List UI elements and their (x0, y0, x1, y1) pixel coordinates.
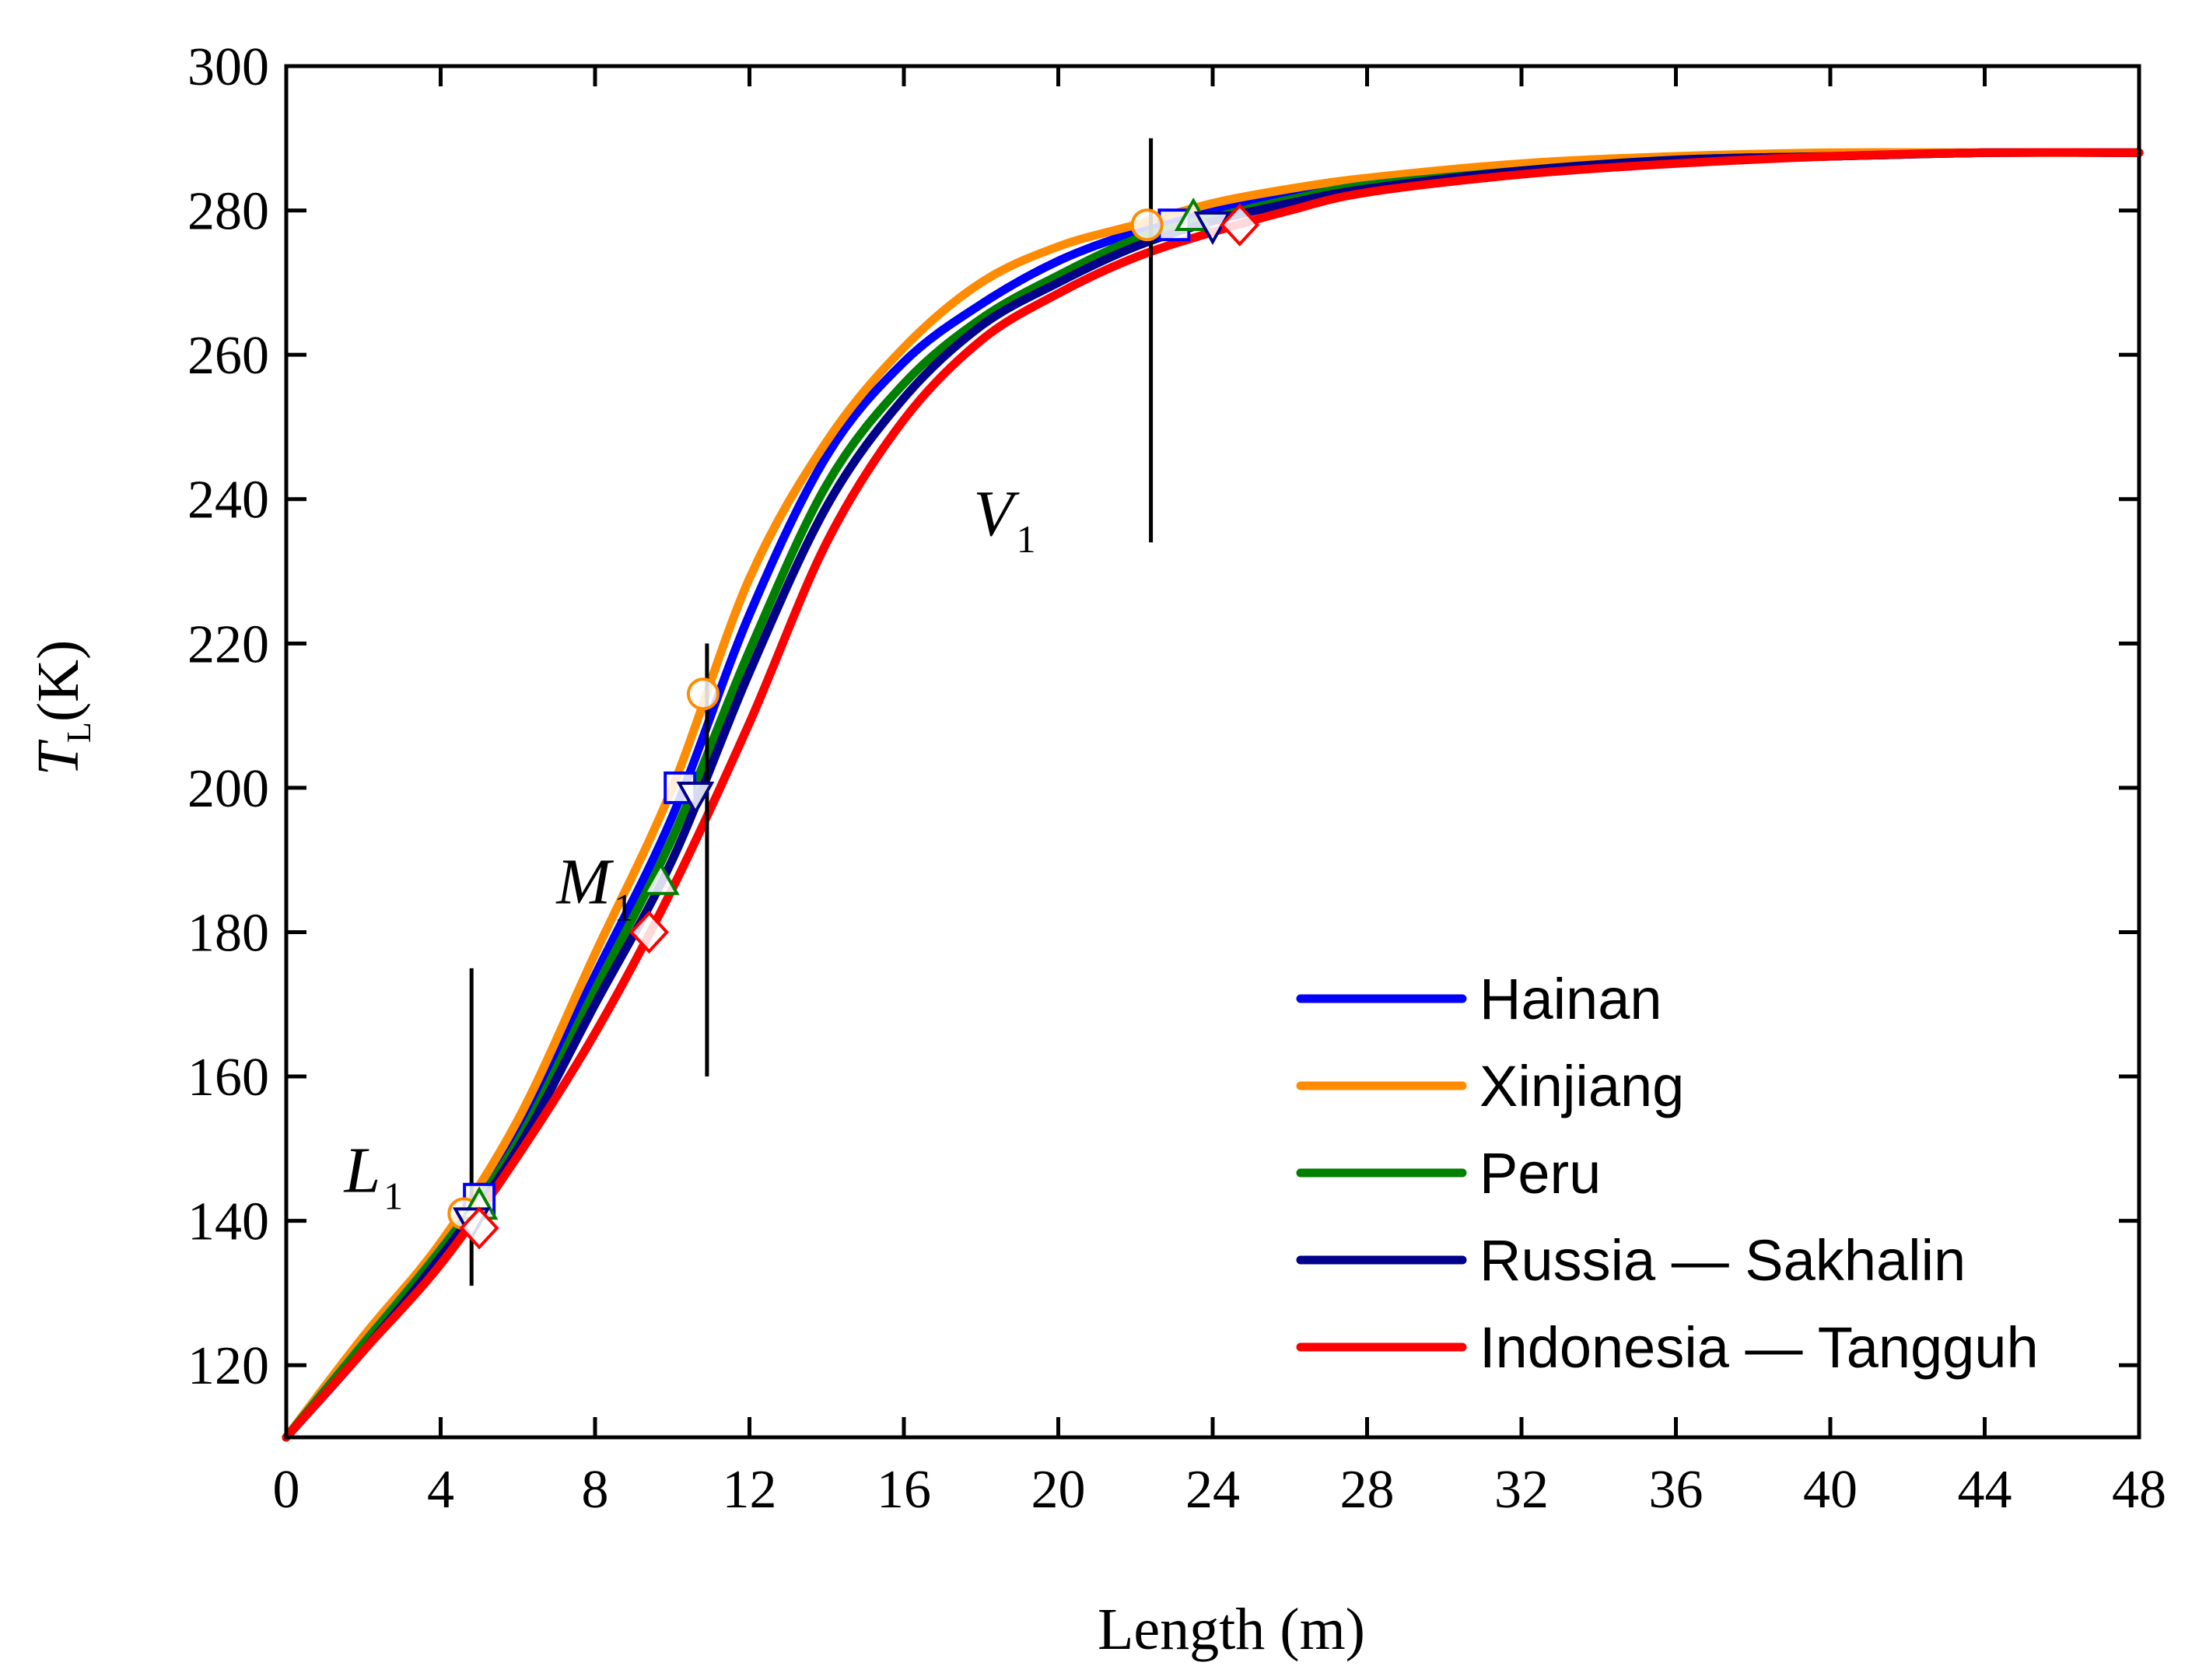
x-tick-label-11: 44 (1958, 1460, 2012, 1520)
x-tick-label-3: 12 (723, 1460, 777, 1520)
y-tick-label-3: 180 (187, 903, 269, 963)
marker-4-0 (459, 1206, 499, 1250)
x-tick-label-2: 8 (582, 1460, 609, 1520)
annotation-1: M1 (555, 845, 633, 929)
x-tick-label-9: 36 (1649, 1460, 1704, 1520)
series-line-4 (282, 148, 2144, 1442)
axes: 0 4 8 12 16 20 24 28 32 36 40 44 4812014016018020022… (187, 37, 2166, 1520)
legend-label-1: Xinjiang (1479, 1054, 1684, 1118)
x-tick-label-7: 28 (1340, 1460, 1395, 1520)
y-axis-label-sub: L (60, 722, 98, 743)
marker-4-1 (629, 910, 669, 954)
x-tick-label-6: 24 (1185, 1460, 1240, 1520)
x-tick-label-12: 48 (2112, 1460, 2166, 1520)
y-tick-label-0: 120 (187, 1336, 269, 1396)
y-tick-label-6: 240 (187, 471, 269, 530)
legend: Hainan Xinjiang Peru Russia — Sakhalin Indon… (1296, 967, 2039, 1380)
y-tick-label-5: 220 (187, 614, 269, 674)
y-axis-label-unit: (K) (26, 640, 91, 723)
annotation-main-2: V (973, 478, 1020, 550)
annotation-sub-2: 1 (1017, 517, 1036, 561)
x-tick-label-10: 40 (1803, 1460, 1858, 1520)
x-tick-label-8: 32 (1494, 1460, 1549, 1520)
reference-lines (469, 138, 1154, 1286)
y-axis-label: TL(K) (26, 640, 98, 776)
annotation-2: V1 (973, 478, 1035, 561)
legend-label-4: Indonesia — Tangguh (1479, 1315, 2039, 1380)
marker-1-1 (686, 677, 720, 711)
marker-3-1 (676, 781, 715, 816)
y-tick-label-7: 260 (187, 326, 269, 386)
markers-layer (447, 197, 1260, 1250)
x-tick-label-1: 4 (427, 1460, 454, 1520)
y-axis-label-main: T (26, 739, 91, 775)
marker-4-2 (1220, 203, 1260, 247)
y-tick-label-4: 200 (187, 759, 269, 819)
legend-label-0: Hainan (1479, 967, 1662, 1031)
y-tick-label-8: 280 (187, 182, 269, 242)
y-tick-label-9: 300 (187, 37, 269, 97)
x-tick-label-0: 0 (273, 1460, 300, 1520)
y-tick-label-2: 160 (187, 1048, 269, 1108)
annotation-0: L1 (343, 1135, 403, 1218)
x-tick-label-4: 16 (877, 1460, 931, 1520)
annotation-main-0: L (343, 1135, 380, 1207)
y-tick-label-1: 140 (187, 1192, 269, 1252)
x-tick-label-5: 20 (1031, 1460, 1086, 1520)
marker-2-1 (642, 861, 680, 895)
legend-label-3: Russia — Sakhalin (1479, 1228, 1966, 1293)
x-axis-label: Length (m) (1098, 1597, 1365, 1662)
marker-3-2 (1193, 211, 1232, 246)
annotation-sub-0: 1 (383, 1174, 403, 1218)
annotation-sub-1: 1 (614, 885, 633, 929)
series-layer (282, 148, 2144, 1442)
legend-label-2: Peru (1479, 1141, 1601, 1206)
marker-1-2 (1130, 208, 1164, 242)
annotation-main-1: M (555, 845, 614, 918)
